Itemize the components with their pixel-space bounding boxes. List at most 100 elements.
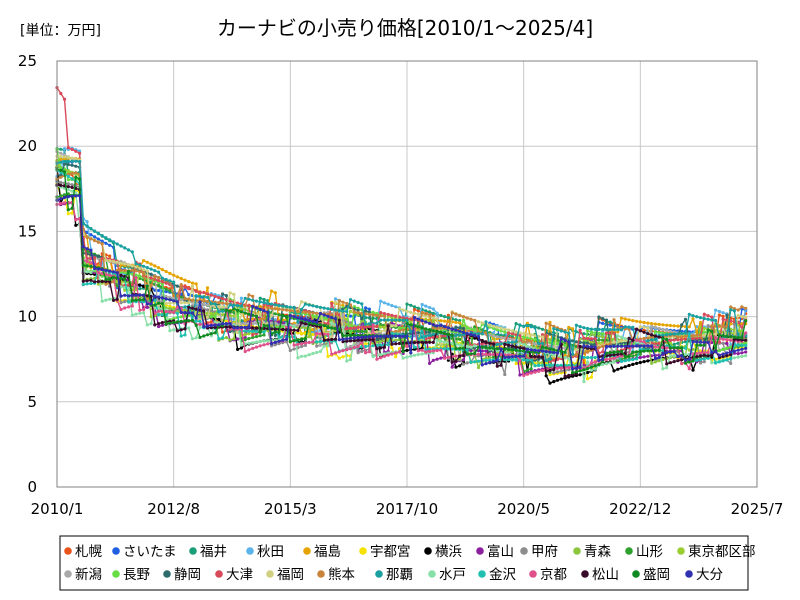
data-point bbox=[273, 330, 277, 334]
data-point bbox=[296, 338, 300, 342]
data-point bbox=[503, 355, 507, 360]
data-point bbox=[461, 326, 466, 331]
data-point bbox=[292, 328, 296, 332]
data-point bbox=[134, 276, 138, 280]
data-point bbox=[604, 362, 609, 366]
data-point bbox=[431, 311, 435, 315]
data-point bbox=[386, 312, 390, 317]
data-point bbox=[273, 327, 277, 331]
data-point bbox=[333, 337, 338, 341]
data-point bbox=[563, 356, 567, 360]
data-point bbox=[153, 264, 157, 268]
data-point bbox=[672, 346, 676, 350]
data-point bbox=[431, 316, 435, 320]
data-point bbox=[251, 298, 255, 302]
data-point bbox=[424, 304, 428, 308]
data-point bbox=[744, 350, 748, 354]
data-point bbox=[315, 350, 319, 355]
data-point bbox=[661, 327, 665, 332]
data-point bbox=[190, 304, 195, 308]
data-point bbox=[454, 318, 458, 322]
data-point bbox=[469, 352, 473, 356]
data-point bbox=[740, 336, 744, 340]
data-point bbox=[243, 311, 247, 315]
data-point bbox=[488, 341, 492, 345]
data-point bbox=[416, 331, 420, 335]
data-point bbox=[405, 334, 409, 338]
data-point bbox=[619, 339, 624, 343]
data-point bbox=[190, 284, 195, 288]
data-point bbox=[416, 325, 420, 329]
data-point bbox=[85, 264, 89, 268]
data-point bbox=[194, 289, 198, 293]
data-point bbox=[680, 354, 684, 358]
data-point bbox=[78, 160, 82, 164]
data-point bbox=[601, 332, 605, 336]
data-point bbox=[676, 346, 680, 350]
data-point bbox=[593, 367, 597, 371]
data-point bbox=[548, 338, 552, 342]
data-point bbox=[330, 337, 334, 342]
data-point bbox=[439, 339, 443, 343]
data-point bbox=[85, 224, 89, 228]
data-point bbox=[522, 358, 526, 362]
data-point bbox=[311, 340, 315, 344]
data-point bbox=[247, 329, 251, 333]
data-point bbox=[70, 194, 74, 198]
data-point bbox=[269, 313, 274, 318]
data-point bbox=[710, 315, 714, 319]
data-point bbox=[571, 371, 575, 375]
legend-label: 静岡 bbox=[174, 567, 201, 583]
data-point bbox=[130, 313, 134, 317]
data-point bbox=[495, 347, 499, 351]
data-point bbox=[661, 333, 665, 337]
data-point bbox=[661, 323, 665, 327]
data-point bbox=[318, 305, 322, 309]
data-point bbox=[540, 368, 545, 373]
data-point bbox=[123, 306, 127, 310]
data-point bbox=[401, 318, 405, 322]
data-point bbox=[695, 343, 699, 347]
data-point bbox=[119, 307, 123, 312]
data-point bbox=[386, 334, 390, 338]
data-point bbox=[567, 340, 571, 344]
data-point bbox=[269, 342, 274, 346]
data-point bbox=[142, 268, 146, 272]
data-point bbox=[126, 294, 131, 298]
series-line bbox=[56, 163, 746, 364]
data-point bbox=[307, 335, 311, 339]
data-point bbox=[281, 338, 285, 342]
data-point bbox=[589, 345, 594, 349]
data-point bbox=[172, 328, 176, 332]
data-point bbox=[292, 347, 296, 351]
data-point bbox=[288, 348, 292, 353]
data-point bbox=[296, 331, 300, 335]
data-point bbox=[604, 344, 609, 349]
data-point bbox=[540, 335, 545, 339]
data-point bbox=[258, 300, 262, 304]
legend-marker bbox=[215, 570, 223, 578]
data-point bbox=[642, 325, 646, 329]
data-point bbox=[104, 268, 108, 272]
data-point bbox=[608, 357, 612, 361]
data-point bbox=[379, 329, 383, 333]
data-point bbox=[138, 298, 142, 302]
data-point bbox=[409, 317, 413, 321]
data-point bbox=[341, 349, 345, 353]
data-point bbox=[251, 317, 255, 321]
data-point bbox=[717, 313, 722, 317]
data-point bbox=[589, 337, 594, 341]
data-point bbox=[499, 347, 503, 351]
data-point bbox=[552, 371, 556, 375]
data-point bbox=[416, 312, 420, 316]
data-point bbox=[239, 326, 243, 330]
data-point bbox=[650, 322, 654, 326]
data-point bbox=[382, 301, 386, 305]
data-point bbox=[612, 360, 616, 364]
data-point bbox=[548, 341, 552, 345]
data-point bbox=[721, 317, 725, 321]
data-point bbox=[503, 330, 507, 334]
data-point bbox=[386, 353, 390, 357]
data-point bbox=[698, 333, 703, 337]
data-point bbox=[480, 339, 484, 344]
